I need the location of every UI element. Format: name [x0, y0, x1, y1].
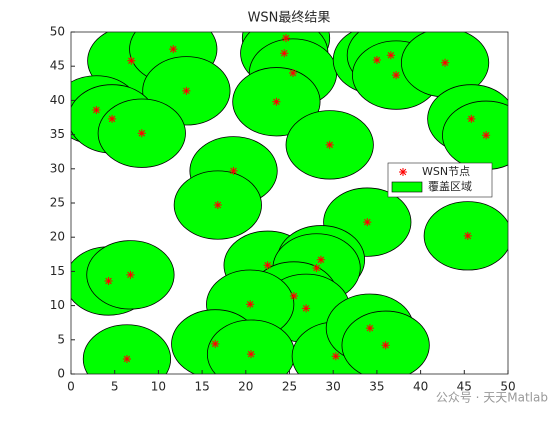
- y-tick-label: 45: [50, 59, 65, 73]
- node: [169, 45, 178, 54]
- node: [282, 34, 291, 43]
- nodes: [92, 34, 491, 363]
- y-tick-label: 25: [50, 196, 65, 210]
- node: [372, 56, 381, 65]
- node: [92, 105, 101, 114]
- node: [365, 324, 374, 333]
- y-tick-label: 50: [50, 25, 65, 39]
- node: [288, 69, 297, 78]
- x-tick-label: 0: [67, 380, 75, 394]
- ticks: 0 5 10 15 20 25 30 35 40 45 50 0 5 10 15 20 25 30 35 40 45 50: [50, 25, 516, 394]
- y-tick-label: 10: [50, 298, 65, 312]
- legend-area-symbol: [391, 181, 423, 193]
- node: [467, 114, 476, 123]
- node: [272, 97, 281, 106]
- y-tick-label: 35: [50, 127, 65, 141]
- legend-label: WSN节点: [422, 165, 470, 178]
- x-tick-label: 25: [282, 380, 297, 394]
- node: [363, 218, 372, 227]
- legend-node-symbol: [399, 168, 407, 176]
- node: [289, 292, 298, 301]
- node: [280, 49, 289, 58]
- x-tick-label: 50: [500, 380, 515, 394]
- node: [381, 341, 390, 350]
- node: [325, 140, 334, 149]
- y-tick-label: 30: [50, 161, 65, 175]
- x-tick-label: 40: [413, 380, 428, 394]
- y-tick-label: 40: [50, 93, 65, 107]
- node: [441, 58, 450, 67]
- chart-title: WSN最终结果: [248, 10, 331, 26]
- node: [312, 263, 321, 272]
- node: [247, 350, 256, 359]
- coverage-area: [82, 324, 172, 374]
- node: [137, 129, 146, 138]
- node: [302, 304, 311, 313]
- node: [463, 231, 472, 240]
- node: [104, 276, 113, 285]
- node: [108, 114, 117, 123]
- x-tick-label: 30: [326, 380, 341, 394]
- node: [126, 270, 135, 279]
- x-tick-label: 15: [194, 380, 209, 394]
- node: [316, 255, 325, 264]
- watermark: 公众号 · 天天Matlab: [436, 391, 548, 405]
- y-tick-label: 5: [57, 332, 65, 346]
- legend-label: 覆盖区域: [428, 179, 472, 193]
- node: [331, 352, 340, 361]
- x-tick-label: 35: [369, 380, 384, 394]
- x-tick-label: 45: [457, 380, 472, 394]
- node: [182, 86, 191, 95]
- y-tick-label: 20: [50, 230, 65, 244]
- y-tick-label: 15: [50, 264, 65, 278]
- node: [482, 131, 491, 140]
- x-tick-label: 10: [151, 380, 166, 394]
- node: [392, 71, 401, 80]
- node: [122, 354, 131, 363]
- x-tick-label: 20: [238, 380, 253, 394]
- node: [229, 166, 238, 175]
- areas: [71, 32, 508, 374]
- node: [386, 51, 395, 60]
- node: [263, 261, 272, 270]
- x-tick-label: 5: [111, 380, 119, 394]
- node: [127, 56, 136, 65]
- node: [211, 339, 220, 348]
- node: [213, 201, 222, 210]
- y-tick-label: 0: [57, 367, 65, 381]
- node: [246, 300, 255, 309]
